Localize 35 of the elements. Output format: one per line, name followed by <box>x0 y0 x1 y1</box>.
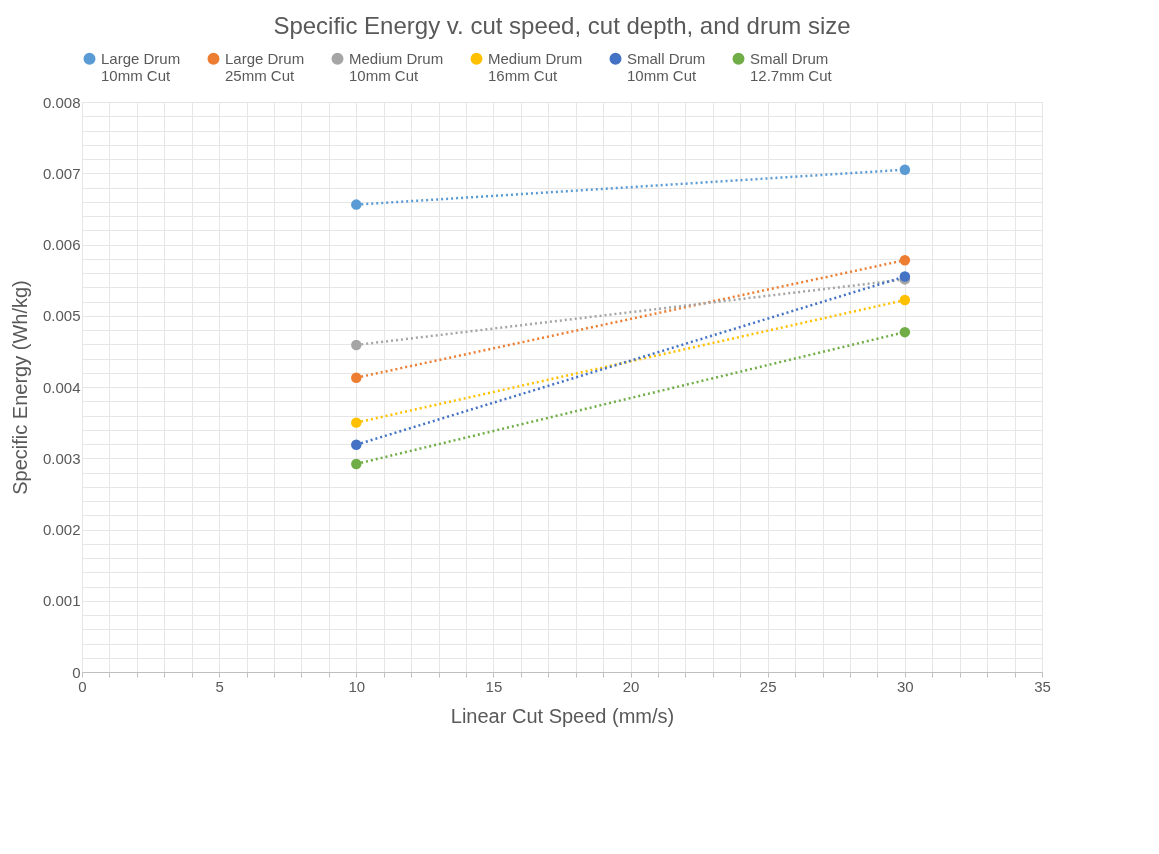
y-tick-label: 0.002 <box>42 521 81 538</box>
y-axis-title: Specific Energy (Wh/kg) <box>8 280 31 495</box>
y-tick-label: 0.007 <box>42 164 81 182</box>
y-tick-label: 0 <box>72 663 81 681</box>
x-tick-label: 20 <box>622 677 640 695</box>
point <box>351 439 362 450</box>
legend-label: Medium Drum 10mm Cut <box>349 49 444 84</box>
x-tick-label: 35 <box>1034 677 1051 695</box>
x-tick-label: 10 <box>348 677 366 695</box>
point <box>351 339 362 351</box>
chart-title: Specific Energy v. cut speed, cut depth, and drum size <box>273 12 851 39</box>
y-tick-label: 0.004 <box>42 378 81 396</box>
point <box>899 294 911 306</box>
y-tick-label: 0.006 <box>42 236 81 253</box>
legend-label: Medium Drum 16mm Cut <box>488 49 583 84</box>
point <box>899 254 911 266</box>
point <box>899 164 911 175</box>
x-axis-title: Linear Cut Speed (mm/s) <box>450 704 675 727</box>
point <box>899 326 911 338</box>
legend-label: Large Drum 25mm Cut <box>225 49 305 84</box>
x-tick-label: 5 <box>215 677 224 695</box>
point <box>351 199 362 210</box>
legend-label: Small Drum 10mm Cut <box>627 49 706 84</box>
legend-label: Large Drum 10mm Cut <box>101 49 181 84</box>
y-tick-label: 0.001 <box>42 592 81 610</box>
y-tick-label: 0.005 <box>42 307 81 325</box>
x-tick-label: 25 <box>759 677 777 695</box>
x-tick-label: 30 <box>897 677 914 695</box>
y-tick-label: 0.003 <box>42 449 81 467</box>
legend-label: Small Drum 12.7mm Cut <box>750 49 833 84</box>
point <box>351 458 362 470</box>
point <box>351 417 362 428</box>
point <box>351 372 362 383</box>
y-tick-label: 0.008 <box>42 93 81 111</box>
x-tick-label: 15 <box>485 677 503 695</box>
